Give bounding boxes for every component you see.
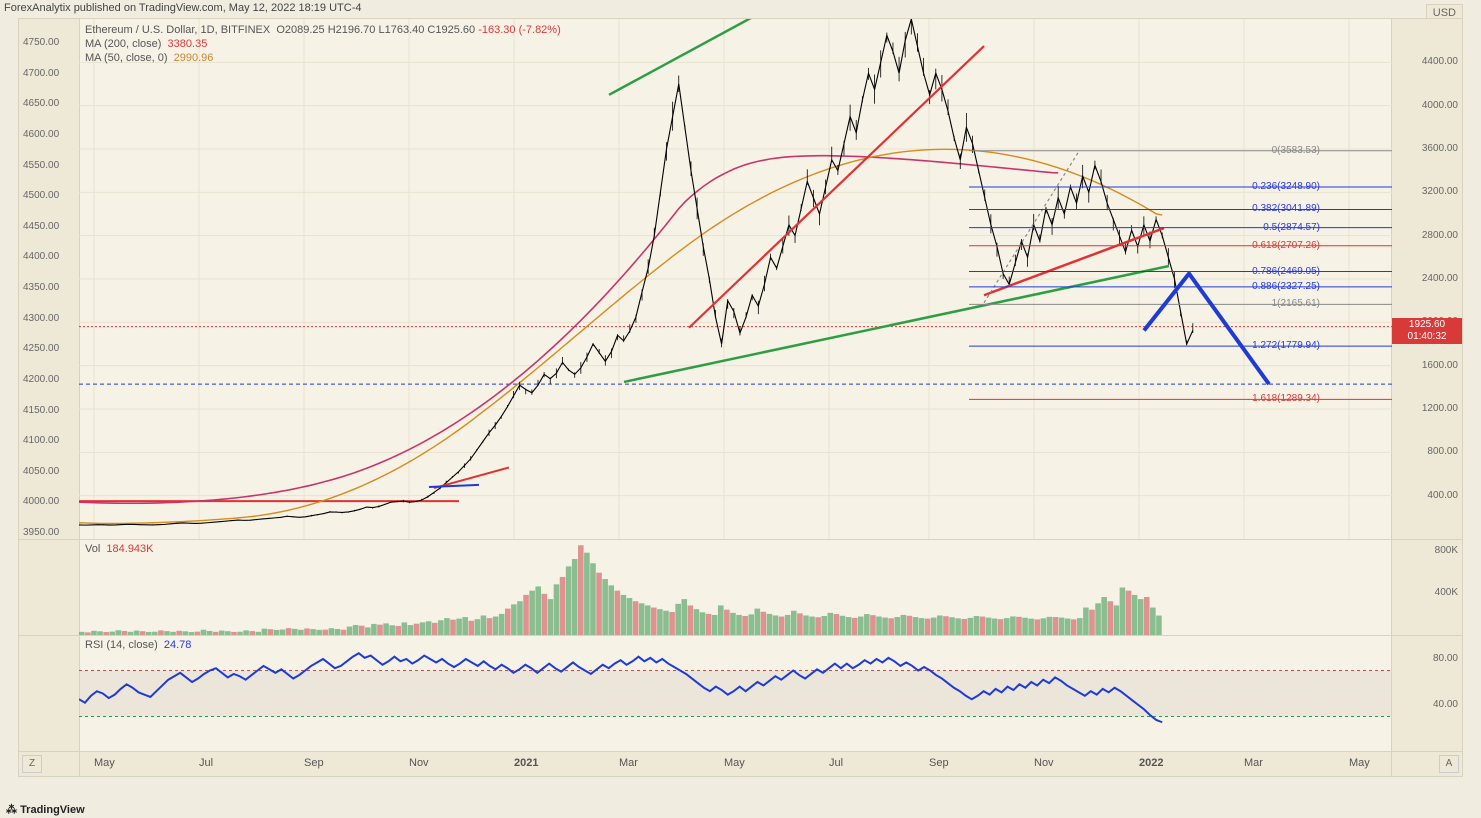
yaxis-tick: 3200.00 <box>1422 186 1458 197</box>
fib-label: 1.618(1289.34) <box>1252 393 1320 404</box>
left-price-axis: 3950.00 4000.00 4050.00 4100.00 4150.00 4200.… <box>19 19 80 539</box>
main-plot-area[interactable]: 0(3583.53) 0.236(3248.90) 0.382(3041.89) 0.… <box>79 19 1392 539</box>
yaxis-left-tick: 4350.00 <box>23 282 59 293</box>
xaxis-label: May <box>724 757 745 769</box>
symbol-line: Ethereum / U.S. Dollar, 1D, BITFINEX O20… <box>85 23 561 37</box>
yaxis-tick: 2800.00 <box>1422 230 1458 241</box>
yaxis-left-tick: 3950.00 <box>23 527 59 538</box>
rsi-left-gutter <box>19 636 80 751</box>
fib-label: 0.382(3041.89) <box>1252 203 1320 214</box>
yaxis-left-tick: 4200.00 <box>23 374 59 385</box>
yaxis-left-tick: 4000.00 <box>23 496 59 507</box>
yaxis-tick: 1200.00 <box>1422 403 1458 414</box>
right-price-axis: 400.00800.001200.001600.002000.002400.00… <box>1391 19 1462 539</box>
xaxis-label: Mar <box>1244 757 1263 769</box>
yaxis-tick: 4000.00 <box>1422 100 1458 111</box>
yaxis-left-tick: 4550.00 <box>23 160 59 171</box>
xaxis-label: Nov <box>409 757 429 769</box>
fib-label: 0.886(2327.25) <box>1252 281 1320 292</box>
yaxis-tick: 800.00 <box>1427 446 1458 457</box>
xaxis-label: 2022 <box>1139 757 1163 769</box>
yaxis-left-tick: 4600.00 <box>23 129 59 140</box>
yaxis-tick: 4400.00 <box>1422 56 1458 67</box>
price-tag-value: 1925.60 <box>1394 319 1460 331</box>
current-price-tag: 1925.6001:40:32 <box>1392 318 1462 344</box>
fib-label: 0(3583.53) <box>1272 145 1320 156</box>
vol-plot-area[interactable] <box>79 540 1392 635</box>
yaxis-left-tick: 4450.00 <box>23 221 59 232</box>
yaxis-left-tick: 4250.00 <box>23 343 59 354</box>
yaxis-left-tick: 4100.00 <box>23 435 59 446</box>
time-axis[interactable]: May Jul Sep Nov 2021 Mar May Jul Sep Nov 2022 Mar Ma… <box>18 752 1463 777</box>
xaxis-label: Mar <box>619 757 638 769</box>
xaxis-label: Jul <box>199 757 213 769</box>
main-chart[interactable]: 3950.00 4000.00 4050.00 4100.00 4150.00 4200.… <box>18 18 1463 540</box>
fib-label: 1.272(1779.94) <box>1252 340 1320 351</box>
xaxis-label: May <box>1349 757 1370 769</box>
volume-chart[interactable]: 400K 800K Vol 184.943K <box>18 540 1463 636</box>
rsi-tick: 80.00 <box>1433 653 1458 664</box>
price-tag-countdown: 01:40:32 <box>1394 331 1460 343</box>
publish-header: ForexAnalytix published on TradingView.c… <box>4 2 362 14</box>
vol-right-axis: 400K 800K <box>1391 540 1462 635</box>
rsi-legend: RSI (14, close) 24.78 <box>85 639 191 651</box>
fib-label: 0.5(2874.57) <box>1263 222 1320 233</box>
vol-left-gutter <box>19 540 80 635</box>
rsi-chart[interactable]: 40.00 80.00 RSI (14, close) 24.78 <box>18 636 1463 752</box>
yaxis-tick: 2400.00 <box>1422 273 1458 284</box>
rsi-tick: 40.00 <box>1433 699 1458 710</box>
xaxis-label: Jul <box>829 757 843 769</box>
yaxis-left-tick: 4750.00 <box>23 37 59 48</box>
fib-label: 1(2165.61) <box>1272 298 1320 309</box>
yaxis-left-tick: 4700.00 <box>23 68 59 79</box>
yaxis-left-tick: 4500.00 <box>23 190 59 201</box>
ma50-line: MA (50, close, 0) 2990.96 <box>85 51 561 65</box>
vol-tick: 800K <box>1435 545 1458 556</box>
xaxis-label: Sep <box>929 757 949 769</box>
yaxis-left-tick: 4650.00 <box>23 98 59 109</box>
xaxis-label: Nov <box>1034 757 1054 769</box>
rsi-plot-area[interactable] <box>79 636 1392 751</box>
yaxis-tick: 400.00 <box>1427 490 1458 501</box>
rsi-right-axis: 40.00 80.00 <box>1391 636 1462 751</box>
vol-tick: 400K <box>1435 587 1458 598</box>
xaxis-label: 2021 <box>514 757 538 769</box>
fib-label: 0.618(2707.26) <box>1252 240 1320 251</box>
zoom-out-button[interactable]: Z <box>22 755 42 773</box>
xaxis-label: Sep <box>304 757 324 769</box>
tradingview-logo: ⁂ TradingView <box>6 803 85 816</box>
ma200-line: MA (200, close) 3380.35 <box>85 37 561 51</box>
vol-legend: Vol 184.943K <box>85 543 154 555</box>
auto-scale-button[interactable]: A <box>1439 755 1459 773</box>
yaxis-left-tick: 4150.00 <box>23 405 59 416</box>
yaxis-left-tick: 4400.00 <box>23 251 59 262</box>
fib-label: 0.786(2469.05) <box>1252 266 1320 277</box>
yaxis-left-tick: 4300.00 <box>23 313 59 324</box>
yaxis-tick: 3600.00 <box>1422 143 1458 154</box>
xaxis-label: May <box>94 757 115 769</box>
yaxis-tick: 1600.00 <box>1422 360 1458 371</box>
fib-label: 0.236(3248.90) <box>1252 181 1320 192</box>
chart-root: ForexAnalytix published on TradingView.c… <box>0 0 1481 818</box>
main-legend: Ethereum / U.S. Dollar, 1D, BITFINEX O20… <box>85 23 561 65</box>
yaxis-left-tick: 4050.00 <box>23 466 59 477</box>
